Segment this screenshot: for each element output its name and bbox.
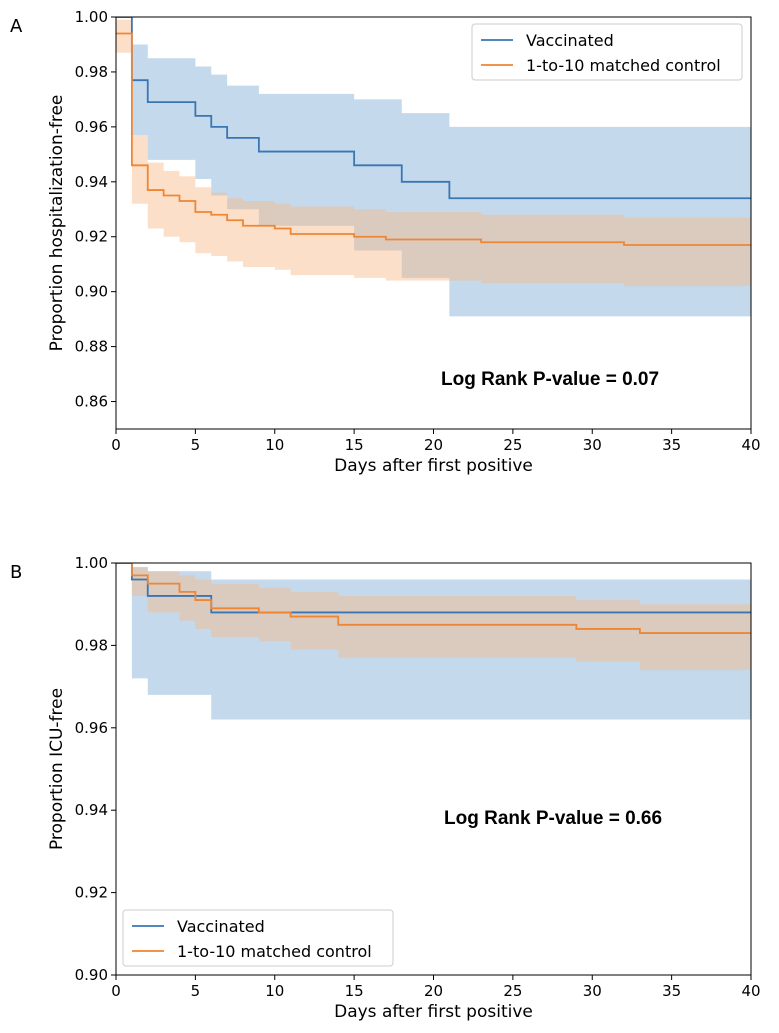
y-tick-label: 1.00: [75, 554, 108, 572]
x-tick-label: 30: [583, 436, 602, 454]
legend: Vaccinated 1-to-10 matched control: [471, 23, 743, 81]
legend: Vaccinated 1-to-10 matched control: [122, 909, 394, 967]
y-tick-label: 0.94: [75, 173, 108, 191]
y-tick-label: 1.00: [75, 8, 108, 26]
series-line-control: [116, 32, 751, 246]
x-tick-label: 5: [191, 436, 201, 454]
x-tick-label: 20: [424, 982, 443, 1000]
x-tick-label: 15: [345, 436, 364, 454]
y-axis-label: Proportion ICU-free: [47, 688, 67, 850]
y-tick-label: 0.94: [75, 801, 108, 819]
x-axis-label: Days after first positive: [334, 456, 533, 476]
legend-entry: 1-to-10 matched control: [526, 56, 721, 75]
legend-box: [122, 909, 394, 967]
x-tick-label: 10: [265, 436, 284, 454]
y-tick-label: 0.90: [75, 283, 108, 301]
ci-band-control: [116, 19, 751, 287]
legend-entry: 1-to-10 matched control: [177, 942, 372, 961]
y-tick-label: 0.96: [75, 719, 108, 737]
y-tick-label: 0.86: [75, 393, 108, 411]
y-tick-label: 0.96: [75, 118, 108, 136]
y-tick-label: 0.92: [75, 884, 108, 902]
ci-band-control: [116, 563, 751, 671]
x-tick-label: 30: [583, 982, 602, 1000]
x-tick-label: 15: [345, 982, 364, 1000]
x-tick-label: 20: [424, 436, 443, 454]
y-tick-label: 0.92: [75, 228, 108, 246]
y-axis-label: Proportion hospitalization-free: [47, 95, 67, 352]
x-tick-label: 35: [662, 436, 681, 454]
series-line-vaccinated: [116, 17, 751, 200]
log-rank-annotation: Log Rank P-value = 0.07: [441, 369, 659, 390]
log-rank-annotation: Log Rank P-value = 0.66: [444, 808, 662, 829]
x-tick-label: 25: [503, 982, 522, 1000]
series-line-control: [116, 563, 751, 634]
panel-label: A: [10, 16, 23, 37]
ci-band-vaccinated: [116, 563, 751, 720]
x-tick-label: 40: [741, 982, 760, 1000]
y-tick-label: 0.98: [75, 636, 108, 654]
y-tick-label: 0.88: [75, 338, 108, 356]
y-tick-label: 0.98: [75, 63, 108, 81]
plot-area: [116, 563, 751, 720]
legend-box: [471, 23, 743, 81]
x-tick-label: 0: [111, 436, 121, 454]
x-tick-label: 40: [741, 436, 760, 454]
panel-label: B: [10, 562, 22, 583]
plot-area: [116, 17, 751, 317]
legend-entry: Vaccinated: [526, 31, 614, 50]
x-tick-label: 10: [265, 982, 284, 1000]
chart-panel-b: 0 5 10 15 20 25 30 35 40 0.90 0.92 0.94 0.96 0.98 1.00…: [10, 554, 761, 1022]
y-tick-label: 0.90: [75, 966, 108, 984]
chart-panel-a: 0 5 10 15 20 25 30 35 40 0.86 0.88 0.90 0.92 0.94 0.96…: [10, 8, 761, 476]
x-tick-label: 35: [662, 982, 681, 1000]
x-tick-label: 5: [191, 982, 201, 1000]
x-tick-label: 0: [111, 982, 121, 1000]
x-tick-label: 25: [503, 436, 522, 454]
legend-entry: Vaccinated: [177, 917, 265, 936]
x-axis-label: Days after first positive: [334, 1002, 533, 1022]
